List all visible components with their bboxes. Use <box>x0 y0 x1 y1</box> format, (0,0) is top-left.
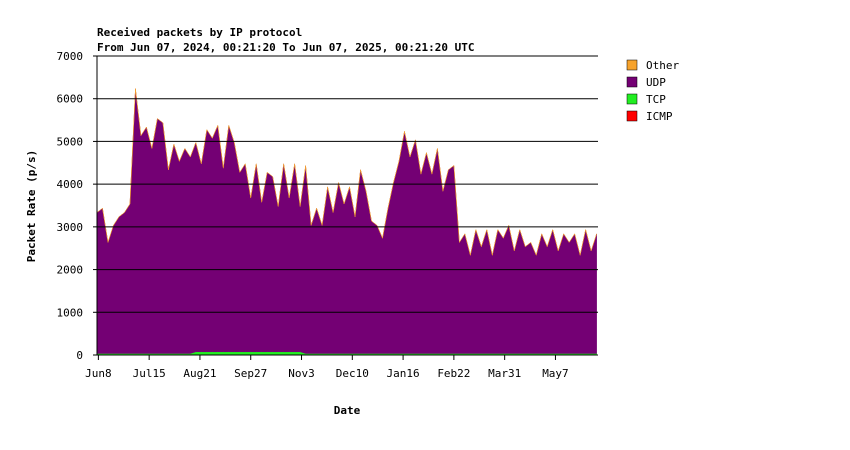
x-tick-label: Sep27 <box>234 367 267 380</box>
x-tick-label: Jul15 <box>133 367 166 380</box>
legend-label: Other <box>646 59 679 72</box>
y-tick-label: 5000 <box>57 135 84 148</box>
y-tick-label: 6000 <box>57 93 84 106</box>
legend-swatch <box>626 59 638 71</box>
x-tick-label: May7 <box>542 367 569 380</box>
legend-swatch <box>626 110 638 122</box>
y-tick-label: 2000 <box>57 264 84 277</box>
area <box>96 88 597 354</box>
y-tick-label: 0 <box>76 349 83 362</box>
y-tick-label: 4000 <box>57 178 84 191</box>
x-tick-label: Jun8 <box>85 367 112 380</box>
y-axis-label: Packet Rate (p/s) <box>25 150 38 263</box>
chart-subtitle: From Jun 07, 2024, 00:21:20 To Jun 07, 2… <box>97 41 475 54</box>
x-tick-label: Feb22 <box>437 367 470 380</box>
x-tick-label: Dec10 <box>336 367 369 380</box>
x-tick-label: Mar31 <box>488 367 521 380</box>
legend-swatch <box>626 76 638 88</box>
legend-label: UDP <box>646 76 666 89</box>
chart-title: Received packets by IP protocol <box>97 26 302 39</box>
legend-swatch <box>626 93 638 105</box>
y-tick-label: 7000 <box>57 50 84 63</box>
x-tick-label: Aug21 <box>183 367 216 380</box>
y-tick-label: 1000 <box>57 306 84 319</box>
x-tick-label: Jan16 <box>387 367 420 380</box>
area <box>96 88 597 257</box>
x-tick-label: Nov3 <box>288 367 315 380</box>
legend-label: ICMP <box>646 110 673 123</box>
x-axis-label: Date <box>334 404 361 417</box>
legend-label: TCP <box>646 93 666 106</box>
y-tick-label: 3000 <box>57 221 84 234</box>
